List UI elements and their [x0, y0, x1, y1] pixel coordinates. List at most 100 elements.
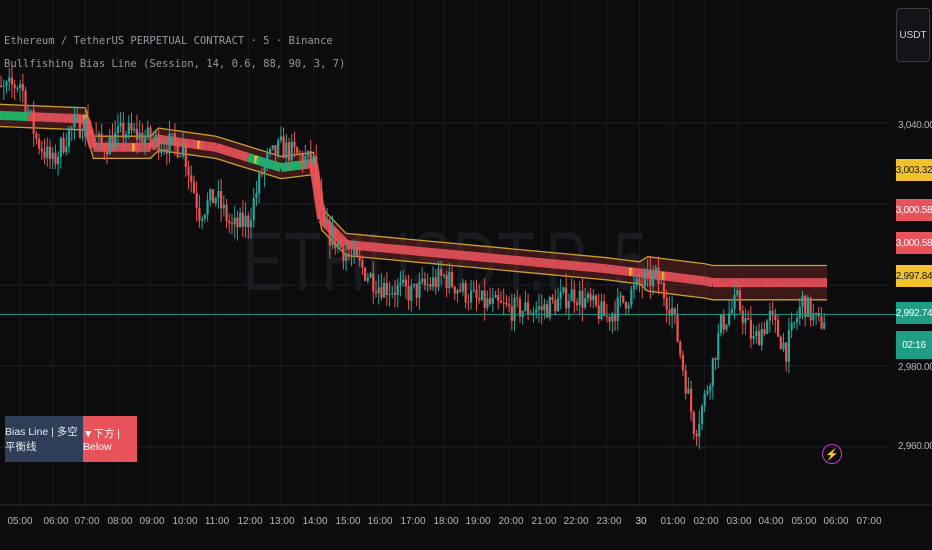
x-tick-label: 09:00	[139, 516, 165, 527]
candle-body	[497, 294, 500, 301]
candle-body	[456, 290, 459, 294]
candle-body	[690, 388, 693, 412]
x-tick-label: 08:00	[107, 516, 133, 527]
candle-body	[252, 198, 255, 221]
candle-body	[510, 306, 513, 321]
candle-body	[328, 221, 331, 246]
candle-body	[2, 86, 5, 88]
candle-body	[347, 253, 350, 256]
candle-body	[76, 117, 79, 120]
candle-body	[736, 290, 739, 296]
candle-body	[730, 308, 733, 314]
candle-body	[603, 301, 606, 316]
candle-body	[334, 229, 337, 249]
candle-body	[665, 298, 668, 310]
candle-body	[738, 290, 742, 311]
candle-body	[97, 133, 100, 136]
candle-body	[766, 320, 769, 334]
currency-button[interactable]: USDT	[896, 8, 930, 62]
bias-band-segment	[182, 138, 192, 149]
candle-body	[59, 138, 62, 157]
candle-body	[116, 126, 119, 134]
candle-body	[657, 267, 660, 284]
candle-body	[171, 133, 174, 135]
candle-body	[377, 287, 380, 294]
candle-body	[565, 287, 568, 309]
candle-body	[543, 304, 546, 311]
x-tick-label-day: 30	[635, 516, 647, 527]
candle-body	[195, 193, 198, 208]
candle-body	[168, 133, 171, 154]
upper-band-price-badge: 3,003.32	[896, 159, 932, 181]
x-tick-label: 05:00	[7, 516, 33, 527]
candle-body	[440, 268, 443, 276]
candle-body	[301, 153, 304, 165]
bias-band-segment	[419, 246, 429, 257]
candle-body	[306, 150, 310, 157]
candle-body	[434, 277, 437, 287]
x-tick-label: 17:00	[400, 516, 426, 527]
candle-body	[605, 315, 608, 317]
candle-body	[594, 295, 598, 306]
candle-body	[798, 307, 801, 319]
lightning-icon[interactable]: ⚡	[822, 444, 842, 464]
candle-body	[537, 306, 541, 310]
bias-band-segment	[435, 248, 445, 259]
candle-body	[622, 295, 625, 303]
candle-body	[114, 133, 117, 150]
candle-body	[361, 260, 364, 268]
candle-body	[597, 305, 600, 319]
candle-body	[385, 282, 388, 295]
candle-body	[546, 304, 549, 318]
x-tick-label: 20:00	[498, 516, 524, 527]
bias-band-segment	[318, 215, 334, 231]
candle-body	[733, 295, 736, 309]
candle-body	[554, 299, 557, 312]
candle-body	[214, 198, 217, 204]
upper-envelope-line	[0, 103, 827, 267]
candle-body	[744, 317, 747, 324]
lower-band-price-badge: 2,997.84	[896, 265, 932, 287]
last-price-badge: 2,992.74	[896, 302, 932, 324]
candle-body	[19, 84, 22, 88]
bias-band-segment	[147, 136, 162, 151]
candle-body	[233, 217, 236, 225]
candle-body	[660, 283, 663, 285]
candle-body	[290, 141, 293, 161]
candle-body	[706, 390, 709, 394]
candle-body	[488, 298, 492, 304]
candle-body	[814, 312, 818, 314]
bias-band-segment	[614, 265, 624, 276]
bias-band-segment	[557, 259, 567, 270]
bias-band-segment	[630, 267, 641, 278]
candle-body	[152, 139, 155, 141]
candle-body	[201, 218, 204, 221]
candle-body	[317, 181, 321, 191]
candle-body	[747, 317, 750, 320]
candle-body	[728, 313, 731, 325]
candle-body	[355, 249, 359, 257]
candle-body	[127, 123, 130, 135]
candle-body	[752, 335, 755, 339]
bias-band-segment	[427, 247, 437, 258]
bias-band-segment	[326, 224, 342, 240]
candle-body	[567, 301, 570, 309]
candle-body	[10, 77, 14, 85]
candle-body	[198, 207, 201, 221]
candle-body	[806, 297, 810, 318]
candle-body	[95, 135, 98, 137]
candle-body	[508, 304, 511, 307]
candle-body	[298, 153, 302, 155]
candle-body	[486, 298, 489, 308]
x-tick-label: 10:00	[172, 516, 198, 527]
candle-body	[282, 136, 285, 158]
candle-body	[353, 249, 356, 256]
candle-body	[771, 310, 774, 315]
bias-band-segment	[361, 241, 371, 252]
candle-body	[521, 310, 524, 317]
candle-body	[684, 370, 687, 394]
bias-band-segment	[345, 240, 355, 250]
bias-band-segment	[451, 249, 461, 260]
candle-body	[217, 190, 220, 199]
